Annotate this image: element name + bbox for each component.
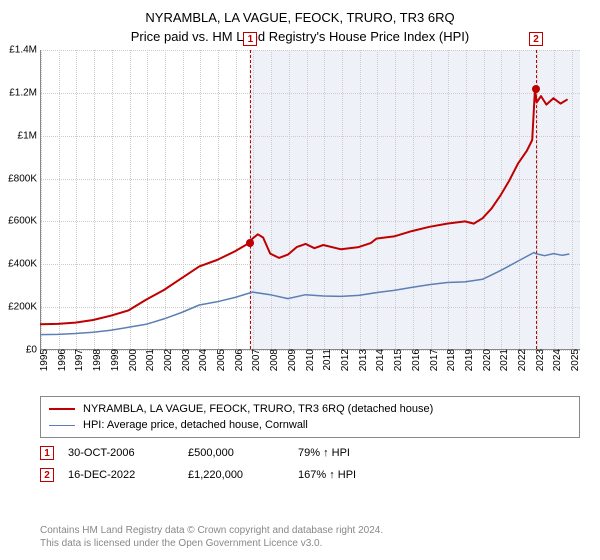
- xtick-label: 2022: [515, 349, 528, 371]
- xtick-label: 1996: [55, 349, 68, 371]
- legend-item-property: NYRAMBLA, LA VAGUE, FEOCK, TRURO, TR3 6R…: [49, 401, 571, 417]
- xtick-label: 1998: [90, 349, 103, 371]
- ytick-label: £800K: [8, 173, 41, 184]
- xtick-label: 2017: [427, 349, 440, 371]
- xtick-label: 2023: [533, 349, 546, 371]
- xtick-label: 2008: [267, 349, 280, 371]
- xtick-label: 1995: [37, 349, 50, 371]
- xtick-label: 2009: [285, 349, 298, 371]
- legend: NYRAMBLA, LA VAGUE, FEOCK, TRURO, TR3 6R…: [40, 396, 580, 438]
- xtick-label: 2016: [409, 349, 422, 371]
- xtick-label: 2011: [320, 349, 333, 371]
- legend-item-hpi: HPI: Average price, detached house, Corn…: [49, 417, 571, 433]
- xtick-label: 2024: [550, 349, 563, 371]
- xtick-label: 2002: [161, 349, 174, 371]
- xtick-label: 2018: [444, 349, 457, 371]
- legend-label-hpi: HPI: Average price, detached house, Corn…: [83, 419, 308, 431]
- xtick-label: 2007: [249, 349, 262, 371]
- event-date-2: 16-DEC-2022: [68, 469, 188, 481]
- xtick-label: 2001: [143, 349, 156, 371]
- series-line-property: [40, 89, 568, 325]
- xtick-label: 2021: [497, 349, 510, 371]
- xtick-label: 1997: [72, 349, 85, 371]
- event-price-2: £1,220,000: [188, 469, 298, 481]
- xtick-label: 2020: [480, 349, 493, 371]
- xtick-label: 2000: [126, 349, 139, 371]
- xtick-label: 2010: [303, 349, 316, 371]
- event-marker-2: 2: [40, 468, 54, 482]
- xtick-label: 2004: [196, 349, 209, 371]
- xtick-label: 2012: [338, 349, 351, 371]
- xtick-label: 2006: [232, 349, 245, 371]
- xtick-label: 2025: [568, 349, 581, 371]
- xtick-label: 1999: [108, 349, 121, 371]
- xtick-label: 2019: [462, 349, 475, 371]
- ytick-label: £1.4M: [9, 45, 41, 56]
- legend-label-property: NYRAMBLA, LA VAGUE, FEOCK, TRURO, TR3 6R…: [83, 403, 433, 415]
- event-pct-2: 167% ↑ HPI: [298, 469, 356, 481]
- xtick-label: 2014: [373, 349, 386, 371]
- footer-line1: Contains HM Land Registry data © Crown c…: [40, 524, 580, 537]
- xtick-label: 2015: [391, 349, 404, 371]
- event-price-1: £500,000: [188, 447, 298, 459]
- ytick-label: £600K: [8, 216, 41, 227]
- ytick-label: £1.2M: [9, 87, 41, 98]
- event-table: 1 30-OCT-2006 £500,000 79% ↑ HPI 2 16-DE…: [40, 442, 580, 486]
- ytick-label: £1M: [18, 130, 41, 141]
- chart-container: NYRAMBLA, LA VAGUE, FEOCK, TRURO, TR3 6R…: [0, 0, 600, 560]
- footer: Contains HM Land Registry data © Crown c…: [40, 524, 580, 550]
- plot-area: £0£200K£400K£600K£800K£1M£1.2M£1.4M19951…: [40, 50, 580, 350]
- marker-box-2: 2: [529, 32, 543, 46]
- ytick-label: £400K: [8, 259, 41, 270]
- xtick-label: 2013: [356, 349, 369, 371]
- ytick-label: £200K: [8, 302, 41, 313]
- line-layer: [40, 50, 580, 350]
- xtick-label: 2003: [179, 349, 192, 371]
- series-line-hpi: [40, 253, 569, 335]
- xtick-label: 2005: [214, 349, 227, 371]
- chart-title-line1: NYRAMBLA, LA VAGUE, FEOCK, TRURO, TR3 6R…: [0, 0, 600, 25]
- event-pct-1: 79% ↑ HPI: [298, 447, 350, 459]
- marker-box-1: 1: [243, 32, 257, 46]
- legend-swatch-hpi: [49, 425, 75, 426]
- event-marker-1: 1: [40, 446, 54, 460]
- legend-swatch-property: [49, 408, 75, 410]
- event-row-1: 1 30-OCT-2006 £500,000 79% ↑ HPI: [40, 442, 580, 464]
- event-date-1: 30-OCT-2006: [68, 447, 188, 459]
- event-row-2: 2 16-DEC-2022 £1,220,000 167% ↑ HPI: [40, 464, 580, 486]
- footer-line2: This data is licensed under the Open Gov…: [40, 537, 580, 550]
- chart-title-line2: Price paid vs. HM Land Registry's House …: [0, 25, 600, 44]
